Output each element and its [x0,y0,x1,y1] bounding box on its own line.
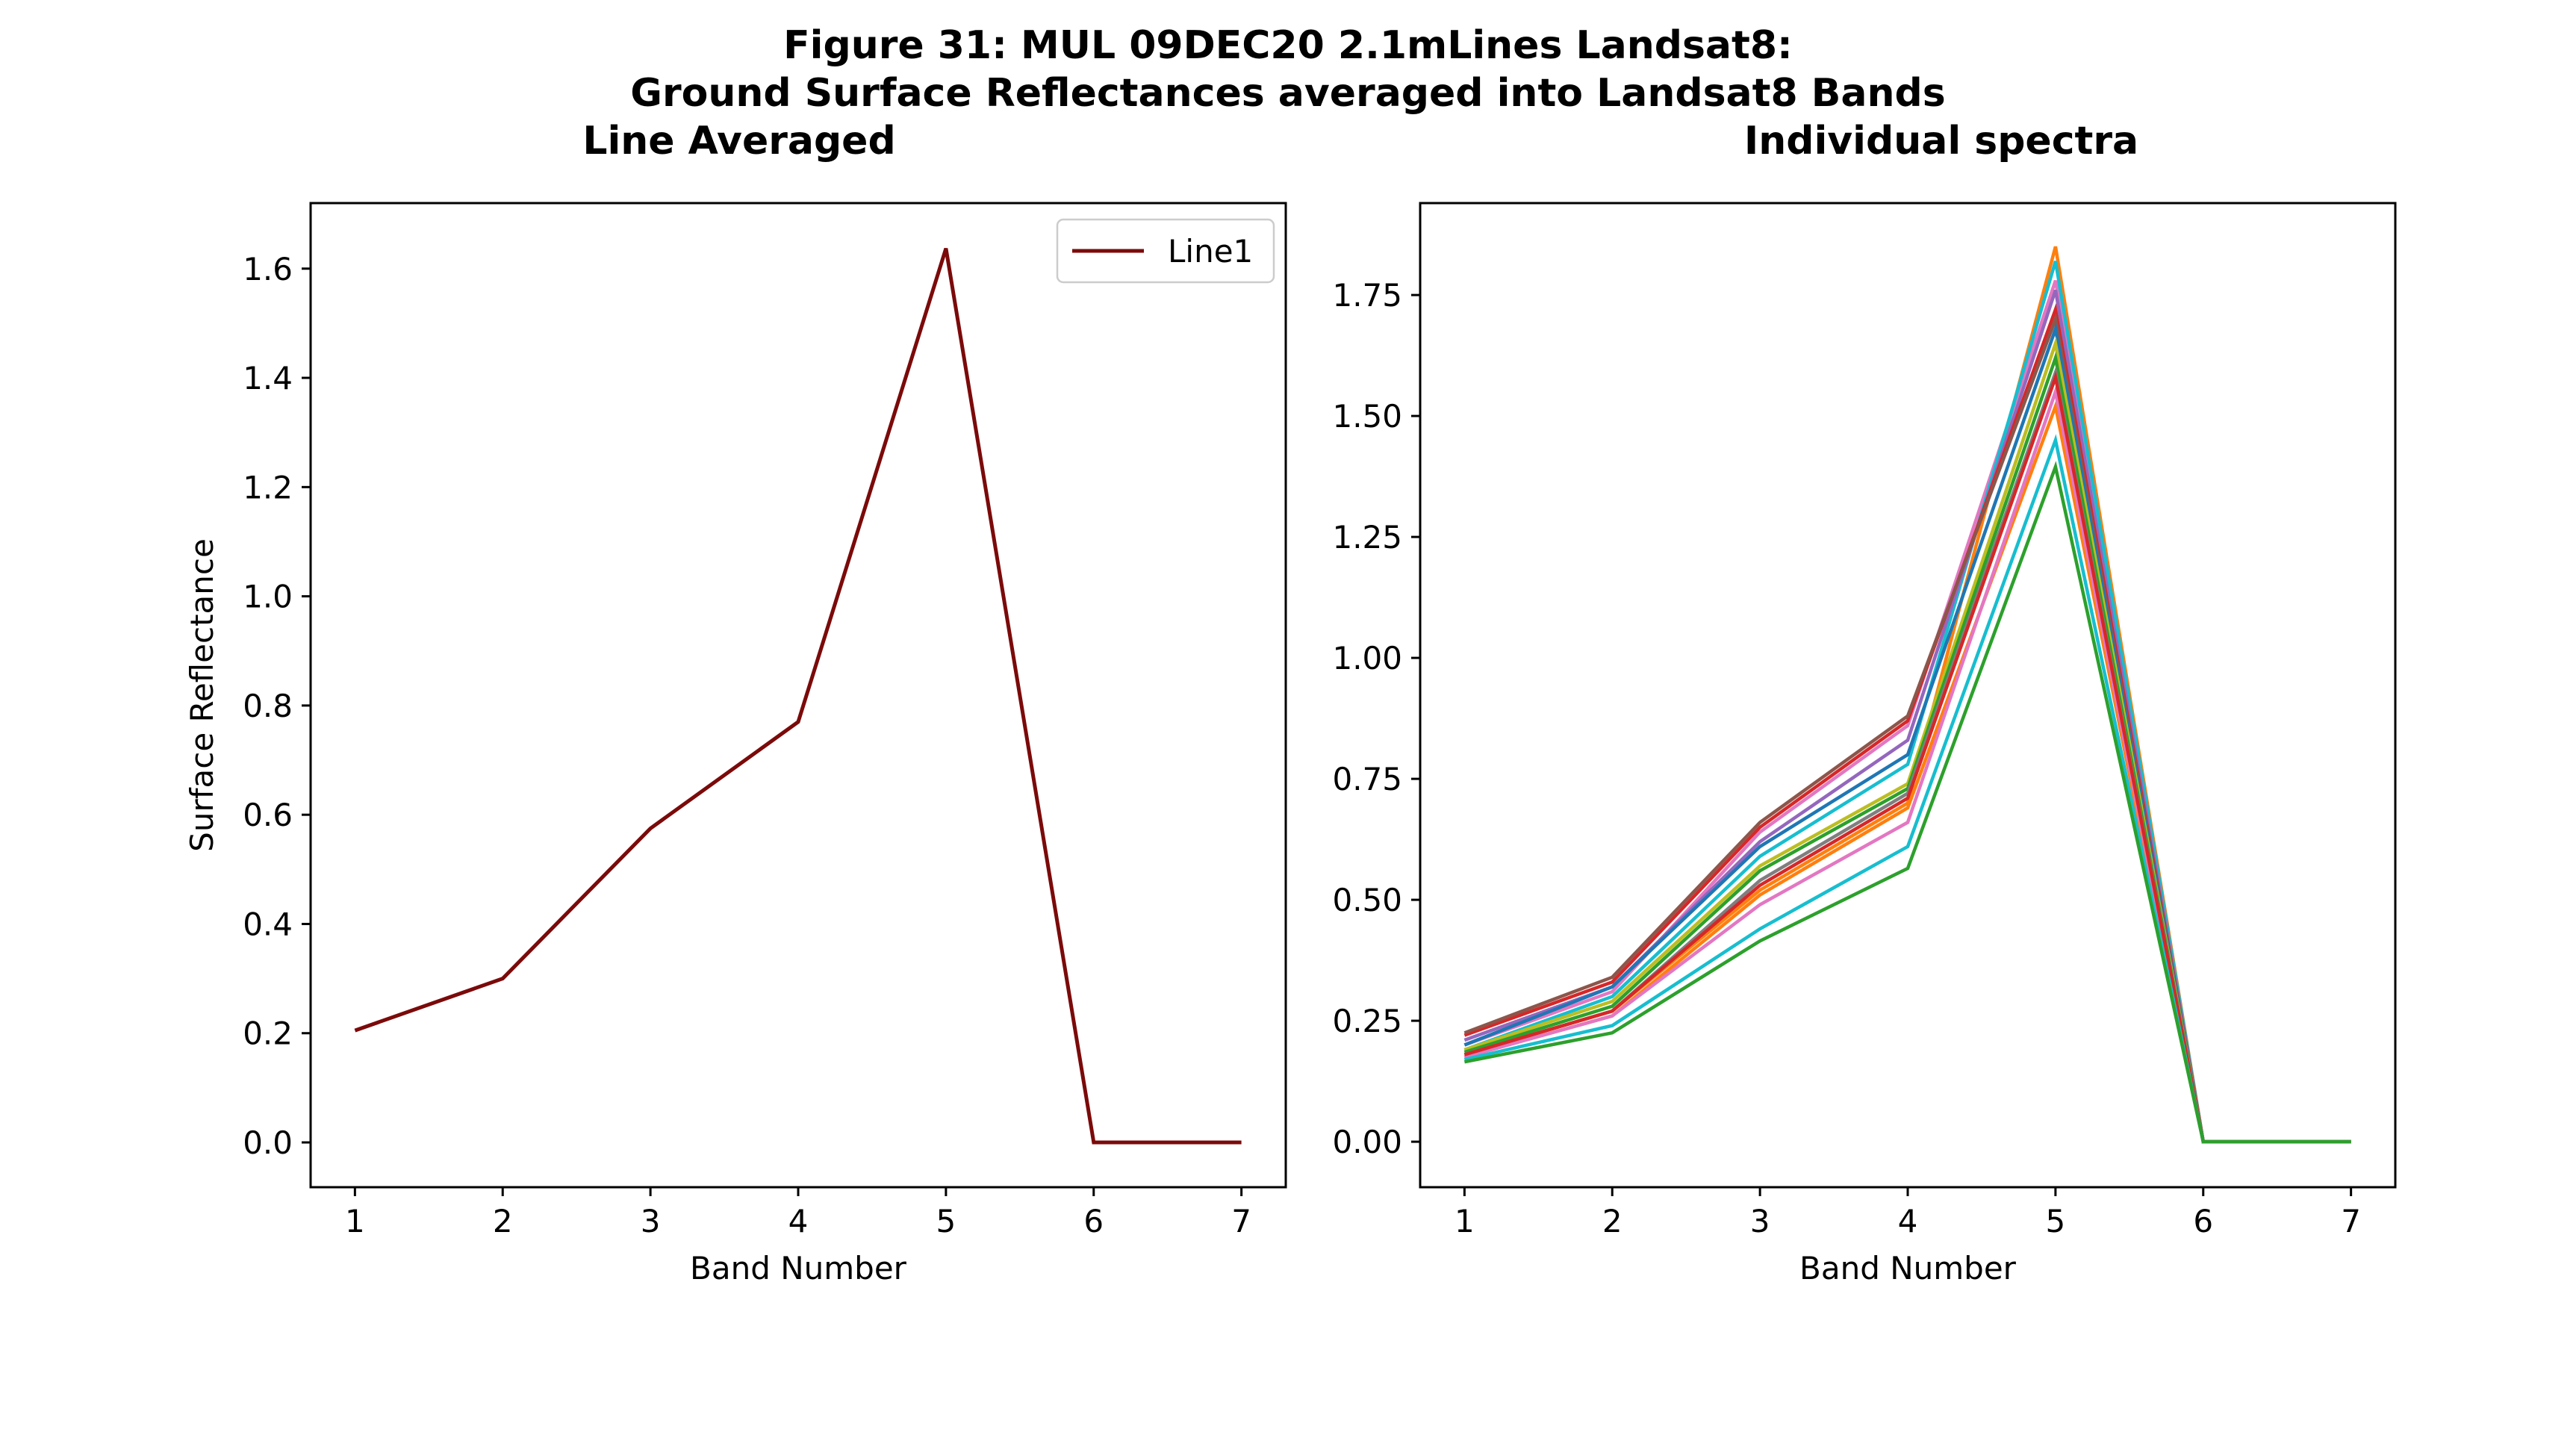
series-line-10 [1463,366,2351,1144]
series-line-8 [1463,336,2351,1144]
y-tick-label: 0.50 [1332,882,1402,918]
x-tick-label: 1 [345,1203,365,1239]
y-tick-label: 1.00 [1332,640,1402,676]
x-tick-label: 5 [2046,1203,2066,1239]
y-tick-label: 1.6 [243,251,293,287]
x-tick-label: 3 [1750,1203,1770,1239]
y-tick-label: 0.75 [1332,761,1402,797]
y-tick-label: 1.2 [243,469,293,505]
x-tick-label: 7 [2341,1203,2361,1239]
y-tick-label: 1.25 [1332,519,1402,556]
y-axis-label: Surface Reflectance [184,538,220,852]
axes-title: Line Averaged [582,119,895,164]
x-tick-label: 2 [493,1203,513,1239]
series-line-1 [354,247,1242,1145]
plot-frame [1419,202,2397,1189]
figure-title-line-1: Figure 31: MUL 09DEC20 2.1mLines Landsat… [783,23,1793,68]
x-tick-label: 2 [1602,1203,1623,1239]
y-tick-label: 0.6 [243,797,293,833]
x-tick-label: 7 [1231,1203,1251,1239]
x-tick-label: 6 [1083,1203,1104,1239]
y-tick-label: 0.8 [243,688,293,724]
series-line-11 [1463,399,2351,1144]
y-tick-label: 1.0 [243,579,293,615]
y-tick-label: 1.50 [1332,398,1402,435]
series-line-15 [1463,461,2351,1144]
y-tick-label: 0.00 [1332,1124,1402,1160]
right-chart-individual-spectra: Individual spectra 1 2 3 4 5 6 7 0.00 0.25 0.50 0.7… [1332,119,2397,1287]
y-tick-label: 0.4 [243,906,293,942]
y-tick-label: 0.2 [243,1015,293,1052]
x-tick-label: 6 [2193,1203,2213,1239]
legend-label: Line1 [1168,233,1253,270]
y-tick-label: 0.0 [243,1124,293,1161]
legend: Line1 [1056,218,1275,284]
x-tick-label: 3 [641,1203,661,1239]
y-tick-label: 1.4 [243,360,293,396]
axes-title: Individual spectra [1744,119,2138,164]
x-axis-label: Band Number [690,1250,907,1287]
x-tick-label: 1 [1455,1203,1475,1239]
y-tick-label: 1.75 [1332,277,1402,314]
x-tick-label: 4 [1898,1203,1918,1239]
x-tick-label: 5 [936,1203,956,1239]
left-chart-line-averaged: Line Averaged 1 2 3 4 5 6 7 0.0 0.2 0.4 0.6 0.8 1.0 1.… [184,119,1287,1287]
x-tick-label: 4 [788,1203,809,1239]
plot-frame [309,202,1287,1189]
y-tick-label: 0.25 [1332,1003,1402,1039]
legend-box [1056,218,1275,284]
x-axis-label: Band Number [1799,1250,2017,1287]
figure-title-line-2: Ground Surface Reflectances averaged int… [630,71,1945,116]
